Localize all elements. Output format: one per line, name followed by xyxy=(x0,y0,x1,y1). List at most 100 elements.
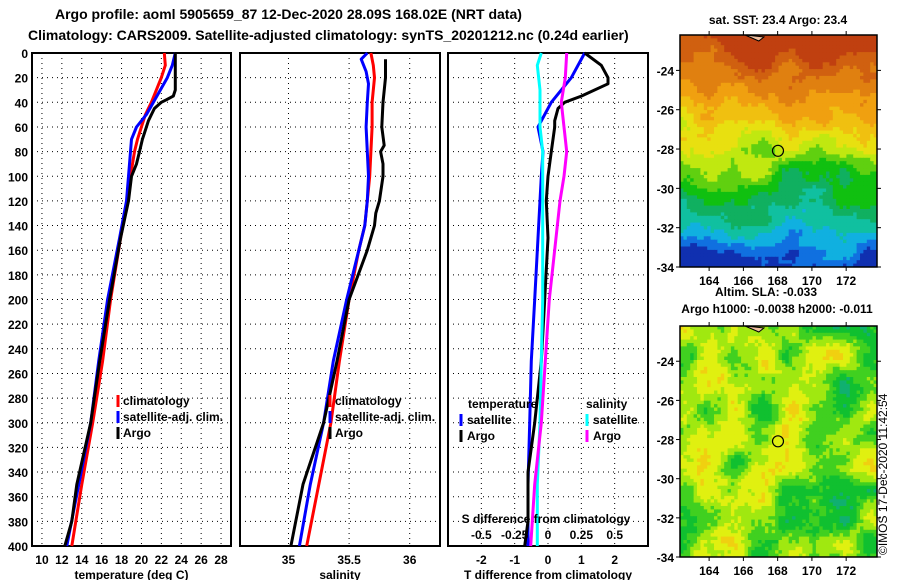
map-cell xyxy=(707,45,712,50)
map-cell xyxy=(734,116,739,121)
map-cell xyxy=(727,48,732,53)
map-cell xyxy=(819,370,824,375)
map-cell xyxy=(686,178,691,183)
map-cell xyxy=(843,41,847,46)
map-cell xyxy=(730,260,735,265)
map-cell xyxy=(680,253,684,258)
map-cell xyxy=(873,243,878,247)
map-cell xyxy=(826,346,830,351)
map-cell xyxy=(795,236,800,241)
map-cell xyxy=(758,113,762,118)
map-cell xyxy=(724,110,729,114)
map-cell xyxy=(863,191,868,196)
map-cell xyxy=(727,35,732,39)
map-cell xyxy=(826,205,830,210)
map-cell xyxy=(693,144,698,149)
map-cell xyxy=(724,41,729,46)
map-cell xyxy=(744,75,749,80)
map-cell xyxy=(826,360,830,364)
map-cell xyxy=(703,140,708,145)
map-cell xyxy=(802,133,807,138)
map-cell xyxy=(812,373,817,378)
map-cell xyxy=(775,174,779,179)
map-cell xyxy=(717,370,722,375)
map-cell xyxy=(724,222,729,227)
map-cell xyxy=(758,253,762,258)
map-cell xyxy=(730,140,735,145)
map-cell xyxy=(826,133,830,138)
map-cell xyxy=(710,144,715,149)
map-cell xyxy=(836,356,841,361)
map-cell xyxy=(826,366,830,371)
map-cell xyxy=(717,99,722,104)
map-cell xyxy=(795,106,800,111)
map-cell xyxy=(754,116,759,121)
map-cell xyxy=(812,239,817,244)
map-cell xyxy=(775,45,779,50)
map-cell xyxy=(856,260,861,265)
map-cell xyxy=(737,198,742,203)
map-cell xyxy=(686,93,691,97)
map-cell xyxy=(795,343,800,347)
map-cell xyxy=(792,243,796,247)
map-cell xyxy=(849,164,854,169)
map-cell xyxy=(771,349,776,354)
map-cell xyxy=(870,48,875,53)
map-cell xyxy=(693,349,698,354)
map-cell xyxy=(761,349,766,354)
map-cell xyxy=(860,157,864,162)
map-cell xyxy=(812,236,817,241)
map-cell xyxy=(741,35,745,39)
map-cell xyxy=(697,130,701,135)
map-cell xyxy=(758,96,762,101)
map-cell xyxy=(805,215,810,220)
map-cell xyxy=(778,353,783,358)
x-tick-label: 2 xyxy=(611,553,618,567)
map-cell xyxy=(819,113,824,118)
map-cell xyxy=(839,260,844,265)
map-cell xyxy=(737,93,742,97)
map-cell xyxy=(873,181,878,186)
map-cell xyxy=(690,103,695,108)
map-cell xyxy=(751,55,756,60)
map-cell xyxy=(805,93,810,97)
map-cell xyxy=(751,336,756,341)
map-cell xyxy=(710,140,715,145)
map-cell xyxy=(866,256,871,261)
map-cell xyxy=(737,326,742,330)
map-cell xyxy=(710,332,715,337)
map-cell xyxy=(754,154,759,159)
map-cell xyxy=(873,93,878,97)
map-cell xyxy=(856,232,861,237)
map-cell xyxy=(843,346,847,351)
map-cell xyxy=(795,260,800,265)
map-cell xyxy=(710,93,715,97)
map-cell xyxy=(822,195,827,200)
map-cell xyxy=(778,116,783,121)
map-cell xyxy=(856,360,861,364)
map-cell xyxy=(829,236,834,241)
map-cell xyxy=(737,195,742,200)
map-cell xyxy=(832,243,837,247)
map-cell xyxy=(761,263,766,268)
map-cell xyxy=(778,370,783,375)
map-cell xyxy=(764,356,769,361)
map-cell xyxy=(744,329,749,334)
map-cell xyxy=(846,55,851,60)
map-cell xyxy=(744,181,749,186)
map-cell xyxy=(863,157,868,162)
map-cell xyxy=(843,116,847,121)
map-cell xyxy=(805,151,810,155)
map-cell xyxy=(724,103,729,108)
map-cell xyxy=(805,253,810,258)
map-cell xyxy=(832,127,837,131)
map-cell xyxy=(737,157,742,162)
map-cell xyxy=(809,113,813,118)
map-cell xyxy=(686,215,691,220)
map-cell xyxy=(873,86,878,91)
map-cell xyxy=(798,38,803,43)
map-cell xyxy=(819,205,824,210)
map-cell xyxy=(707,164,712,169)
map-cell xyxy=(785,363,790,368)
map-cell xyxy=(768,127,773,131)
